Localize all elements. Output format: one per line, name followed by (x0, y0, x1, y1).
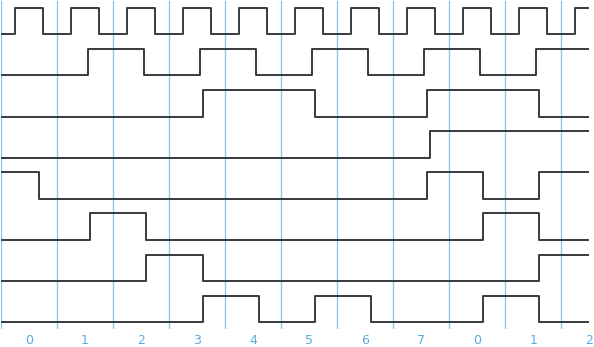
Text: 1: 1 (529, 334, 537, 347)
Text: 0: 0 (25, 334, 33, 347)
Text: 4: 4 (249, 334, 257, 347)
Text: 3: 3 (193, 334, 201, 347)
Text: 2: 2 (137, 334, 145, 347)
Text: 6: 6 (361, 334, 369, 347)
Text: 1: 1 (81, 334, 89, 347)
Text: 5: 5 (305, 334, 313, 347)
Text: 7: 7 (417, 334, 425, 347)
Text: 2: 2 (586, 334, 593, 347)
Text: 0: 0 (473, 334, 481, 347)
